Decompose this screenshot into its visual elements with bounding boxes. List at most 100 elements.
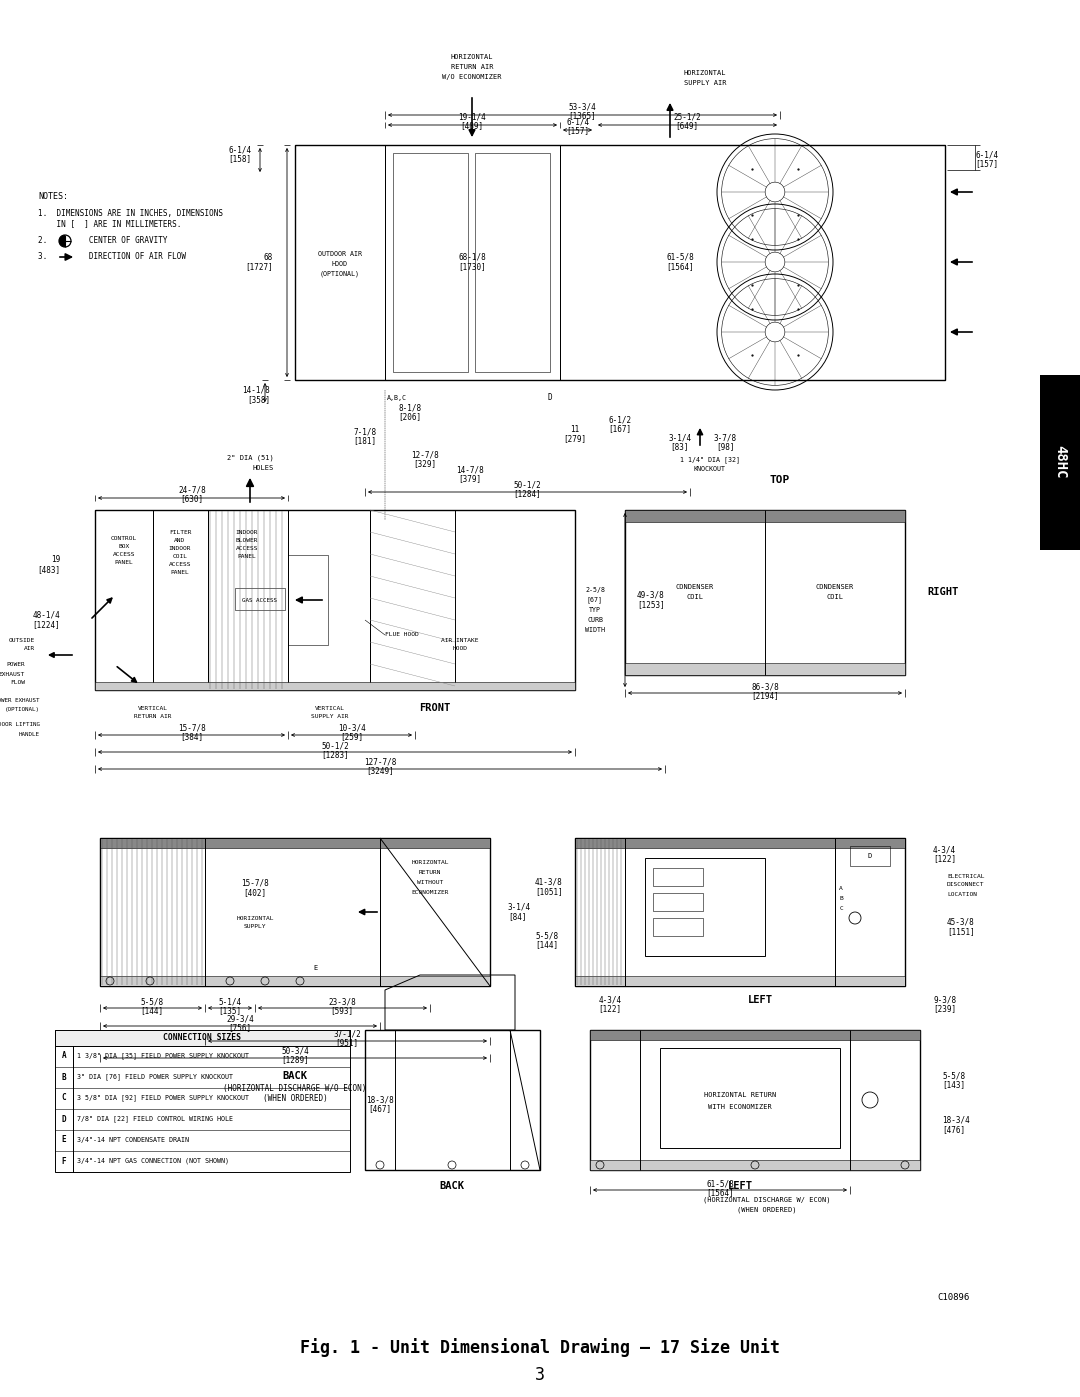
Text: 61-5/8: 61-5/8 [706,1179,734,1189]
Text: SUPPLY: SUPPLY [244,925,267,929]
Text: B: B [62,1073,66,1081]
Text: A: A [62,1052,66,1060]
Text: 48-1/4: 48-1/4 [32,610,60,619]
Text: [259]: [259] [340,732,364,742]
Bar [365,1030,540,1171]
Bar [590,1030,920,1171]
Text: CONDENSER: CONDENSER [815,584,854,590]
Bar [95,510,575,690]
Bar [625,664,905,675]
Text: 45-3/8: 45-3/8 [947,918,975,926]
Text: [1224]: [1224] [32,620,60,630]
Text: [476]: [476] [942,1126,966,1134]
Text: IN [  ] ARE IN MILLIMETERS.: IN [ ] ARE IN MILLIMETERS. [38,219,181,228]
Text: BOX: BOX [119,543,130,549]
Text: [3249]: [3249] [366,767,394,775]
Text: OUTSIDE: OUTSIDE [9,637,35,643]
Text: [379]: [379] [458,475,482,483]
Bar [575,977,905,986]
Text: 3" DIA [76] FIELD POWER SUPPLY KNOCKOUT: 3" DIA [76] FIELD POWER SUPPLY KNOCKOUT [77,1074,233,1080]
Text: (WHEN ORDERED): (WHEN ORDERED) [262,1094,327,1104]
Text: 4-3/4: 4-3/4 [933,845,956,855]
Text: [144]: [144] [535,940,558,950]
Text: 12-7/8: 12-7/8 [411,450,438,460]
Text: [144]: [144] [140,1006,163,1016]
Bar [100,977,490,986]
Text: ELECTRICAL: ELECTRICAL [947,873,985,879]
Text: 1 1/4" DIA [32]: 1 1/4" DIA [32] [680,457,740,464]
Text: HORIZONTAL: HORIZONTAL [684,70,726,75]
Bar [575,838,625,986]
Text: FRONT: FRONT [419,703,450,712]
Text: TOP: TOP [770,475,791,485]
Bar [1040,374,1080,550]
Text: [329]: [329] [414,460,436,468]
Text: SUPPLY AIR: SUPPLY AIR [311,714,349,719]
Text: RETURN: RETURN [419,870,442,876]
Text: 86-3/8: 86-3/8 [751,683,779,692]
Text: 14-7/8: 14-7/8 [456,465,484,475]
Text: HOLES: HOLES [253,465,273,471]
Bar [153,510,208,690]
Text: 61-5/8: 61-5/8 [666,253,693,261]
Text: 23-3/8: 23-3/8 [328,997,356,1006]
Text: RIGHT: RIGHT [927,587,958,597]
Bar [95,510,153,690]
Text: AND: AND [174,538,186,542]
Text: LEFT: LEFT [728,1180,753,1192]
Text: [167]: [167] [608,425,632,433]
Text: COIL: COIL [687,594,703,599]
Text: [84]: [84] [508,912,527,922]
Text: BACK: BACK [440,1180,464,1192]
Text: ACCESS: ACCESS [168,562,191,567]
Bar [295,145,945,380]
Bar [561,145,945,380]
Text: [122]: [122] [598,1004,622,1013]
Text: 2" DIA (51): 2" DIA (51) [227,455,273,461]
Text: AIR: AIR [24,647,35,651]
Text: 127-7/8: 127-7/8 [364,757,396,767]
Bar [295,145,384,380]
Text: 6-1/4: 6-1/4 [566,117,590,127]
Text: HORIZONTAL: HORIZONTAL [237,915,273,921]
Text: [83]: [83] [671,443,689,451]
Text: 3.         DIRECTION OF AIR FLOW: 3. DIRECTION OF AIR FLOW [38,251,186,261]
Bar [835,838,905,986]
Text: CONDENSER: CONDENSER [676,584,714,590]
Text: 24-7/8: 24-7/8 [178,486,206,495]
Bar [370,510,455,690]
Text: [358]: [358] [247,395,270,405]
Text: [143]: [143] [942,1080,966,1090]
Bar [625,510,905,675]
Text: [649]: [649] [675,122,699,130]
Text: WIDTH: WIDTH [585,627,605,633]
Text: [158]: [158] [229,155,252,163]
Text: 3-1/4: 3-1/4 [669,433,691,443]
Text: FILTER: FILTER [168,529,191,535]
Text: C10896: C10896 [937,1294,970,1302]
Text: POWER EXHAUST: POWER EXHAUST [0,697,40,703]
Text: [1051]: [1051] [535,887,563,897]
Text: 5-5/8: 5-5/8 [535,932,558,940]
Bar [653,893,703,911]
Bar [235,588,285,610]
Text: [384]: [384] [180,732,203,742]
Text: PANEL: PANEL [171,570,189,574]
Text: 10-3/4: 10-3/4 [338,724,366,732]
Bar [660,1048,840,1148]
Bar [288,510,370,690]
Text: [951]: [951] [336,1038,359,1048]
Text: WITH ECONOMIZER: WITH ECONOMIZER [708,1104,772,1111]
Text: D: D [62,1115,66,1123]
Bar [384,145,561,380]
Text: HOOD: HOOD [453,647,468,651]
Text: [1289]: [1289] [281,1056,309,1065]
Text: HORIZONTAL: HORIZONTAL [411,861,449,866]
Text: 49-3/8: 49-3/8 [637,591,665,599]
Text: 2-5/8: 2-5/8 [585,587,605,592]
Bar [100,838,490,986]
Text: 4-3/4: 4-3/4 [598,996,622,1004]
Bar [393,154,468,372]
Text: W/O ECONOMIZER: W/O ECONOMIZER [442,74,502,80]
Text: [1284]: [1284] [513,489,541,499]
